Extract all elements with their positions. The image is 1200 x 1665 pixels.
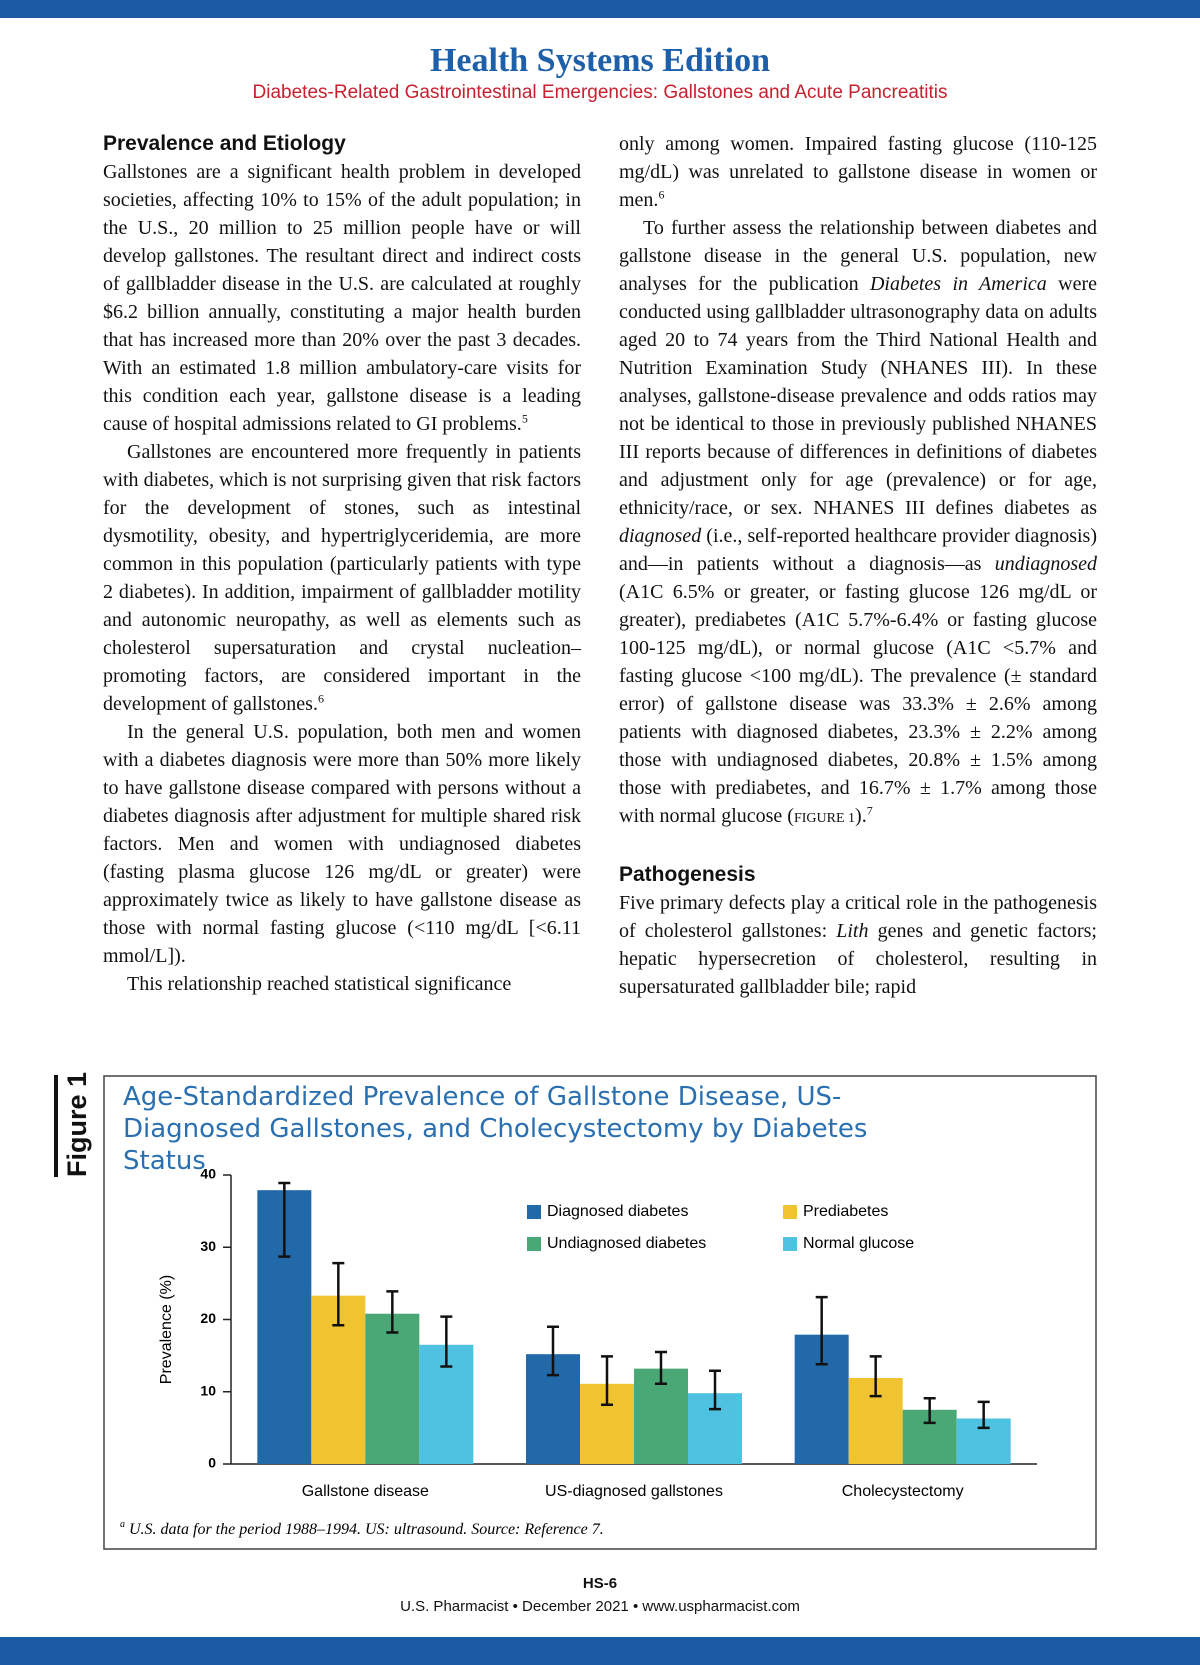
- legend-label: Undiagnosed diabetes: [547, 1235, 706, 1252]
- paragraph: In the general U.S. population, both men…: [103, 718, 581, 970]
- paragraph: only among women. Impaired fasting gluco…: [619, 130, 1097, 214]
- paragraph: To further assess the relationship betwe…: [619, 214, 1097, 833]
- text-run: In the general U.S. population, both men…: [103, 721, 581, 967]
- error-bar: [386, 1290, 399, 1334]
- error-bar: [655, 1350, 667, 1386]
- error-bar: [278, 1181, 291, 1258]
- x-tick-label: Gallstone disease: [302, 1483, 429, 1500]
- text-run: Gallstones are a significant health prob…: [103, 161, 581, 435]
- figure-label-box: Figure 1: [54, 1071, 98, 1177]
- footnote-text: U.S. data for the period 1988–1994. US: …: [129, 1521, 604, 1538]
- text-run: 6: [317, 691, 324, 706]
- error-bar: [977, 1400, 990, 1430]
- error-bar: [440, 1315, 453, 1368]
- chart-title: Age-Standardized Prevalence of Gallstone…: [123, 1082, 868, 1176]
- figure: 0 10 20 30 40 Prevalence (%) Gallstone disease…: [103, 1075, 1097, 1550]
- y-tick-label: 20: [200, 1310, 216, 1326]
- edition-title: Health Systems Edition: [429, 42, 771, 79]
- paragraph: Gallstones are encountered more frequent…: [103, 438, 581, 718]
- text-run: only among women. Impaired fasting gluco…: [619, 133, 1097, 211]
- text-run: 7: [866, 803, 873, 818]
- text-run: Gallstones are encountered more frequent…: [103, 441, 581, 715]
- top-band: [0, 0, 1200, 18]
- page-number: HS-6: [582, 1575, 618, 1592]
- figure-label: Figure 1: [62, 1071, 92, 1177]
- text-run: To further assess the relationship betwe…: [619, 217, 1097, 295]
- x-tick-label: US-diagnosed gallstones: [545, 1483, 723, 1500]
- error-bar: [601, 1355, 613, 1407]
- article-title: Diabetes-Related Gastrointestinal Emerge…: [252, 82, 948, 103]
- section-heading: Pathogenesis: [619, 863, 756, 886]
- legend-swatch: [527, 1237, 541, 1251]
- text-column: only among women. Impaired fasting gluco…: [619, 130, 1097, 1001]
- text-run: Five primary defects play a critical rol…: [619, 892, 1097, 942]
- paragraph: This relationship reached statistical si…: [103, 970, 581, 998]
- text-run: 6: [658, 187, 665, 202]
- text-run: Lith: [836, 920, 869, 942]
- y-axis-label: Prevalence (%): [158, 1275, 175, 1384]
- text-run: ).: [855, 805, 867, 827]
- error-bar: [547, 1325, 559, 1377]
- paragraph: Gallstones are a significant health prob…: [103, 158, 581, 438]
- text-run: (i.e., self-reported healthcare provider…: [619, 525, 1097, 575]
- y-tick-label: 30: [200, 1238, 216, 1254]
- footnote: a U.S. data for the period 1988–1994. US:…: [120, 1519, 604, 1537]
- figure-border: [103, 1075, 1097, 1550]
- y-tick-label: 40: [200, 1166, 216, 1182]
- legend-label: Normal glucose: [803, 1235, 914, 1252]
- text-run: FIGURE 1: [793, 811, 856, 826]
- text-run: were conducted using gallbladder ultraso…: [619, 273, 1098, 519]
- error-bar: [709, 1369, 721, 1411]
- text-run: undiagnosed: [994, 553, 1097, 575]
- bottom-band: [0, 1637, 1200, 1665]
- error-bar: [815, 1295, 828, 1366]
- text-column: Prevalence and Etiology Gallstones are a …: [103, 130, 581, 998]
- publication-line: U.S. Pharmacist • December 2021 • www.us…: [400, 1598, 800, 1615]
- legend-label: Diagnosed diabetes: [547, 1203, 688, 1220]
- y-tick-label: 0: [208, 1455, 216, 1471]
- text-run: Diabetes in America: [869, 273, 1047, 295]
- error-bar: [869, 1355, 882, 1398]
- chart: 0 10 20 30 40 Prevalence (%) Gallstone disease…: [103, 1075, 1097, 1550]
- y-tick-label: 10: [200, 1382, 216, 1398]
- text-run: genes and genetic factors; hepatic hyper…: [619, 920, 1097, 998]
- x-tick-label: Cholecystectomy: [842, 1483, 964, 1500]
- legend-swatch: [527, 1205, 541, 1219]
- bar: [365, 1313, 420, 1464]
- text-run: This relationship reached statistical si…: [127, 973, 512, 995]
- legend-swatch: [783, 1205, 797, 1219]
- text-run: (A1C 6.5% or greater, or fasting glucose…: [619, 581, 1097, 827]
- legend-label: Prediabetes: [803, 1203, 888, 1220]
- text-run: 5: [521, 411, 528, 426]
- paragraph: Five primary defects play a critical rol…: [619, 889, 1097, 1001]
- text-run: diagnosed: [619, 525, 702, 547]
- section-heading: Prevalence and Etiology: [103, 132, 346, 155]
- legend-swatch: [783, 1237, 797, 1251]
- footnote-mark: a: [120, 1519, 125, 1530]
- error-bar: [332, 1261, 345, 1327]
- error-bar: [923, 1397, 936, 1425]
